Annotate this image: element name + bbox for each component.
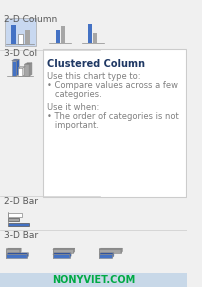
- Bar: [24, 64, 29, 76]
- Text: Use it when:: Use it when:: [47, 103, 100, 112]
- Text: 3-D Bar: 3-D Bar: [4, 231, 38, 240]
- Text: categories.: categories.: [47, 90, 102, 99]
- Polygon shape: [24, 63, 32, 64]
- Text: 2-D Column: 2-D Column: [4, 15, 57, 24]
- Polygon shape: [70, 253, 71, 257]
- Bar: [99, 250, 121, 253]
- Bar: [5, 18, 36, 46]
- Polygon shape: [20, 248, 21, 253]
- Polygon shape: [16, 59, 19, 76]
- Bar: [61, 26, 65, 43]
- Bar: [8, 213, 22, 217]
- Text: Clustered Column: Clustered Column: [47, 59, 145, 69]
- FancyBboxPatch shape: [43, 49, 186, 197]
- Polygon shape: [121, 248, 122, 253]
- Polygon shape: [12, 59, 19, 61]
- Bar: [11, 25, 16, 44]
- Bar: [56, 30, 60, 43]
- Text: Use this chart type to:: Use this chart type to:: [47, 72, 141, 81]
- Text: important.: important.: [47, 121, 99, 130]
- Bar: [6, 254, 27, 257]
- Polygon shape: [18, 66, 25, 68]
- Text: • The order of categories is not: • The order of categories is not: [47, 112, 179, 121]
- Bar: [18, 68, 23, 76]
- Bar: [88, 24, 92, 43]
- Bar: [8, 218, 19, 222]
- Bar: [6, 250, 20, 253]
- Text: NONYVIET.COM: NONYVIET.COM: [52, 275, 135, 285]
- Bar: [53, 254, 70, 257]
- Polygon shape: [113, 253, 114, 257]
- Polygon shape: [73, 248, 75, 253]
- Bar: [93, 33, 97, 43]
- Bar: [0, 47, 100, 84]
- Polygon shape: [99, 248, 122, 250]
- Text: 2-D Bar: 2-D Bar: [4, 197, 38, 206]
- Polygon shape: [27, 253, 28, 257]
- Polygon shape: [6, 253, 28, 254]
- Polygon shape: [6, 248, 21, 250]
- Polygon shape: [53, 248, 75, 250]
- Polygon shape: [99, 253, 114, 254]
- Bar: [0, 273, 187, 287]
- Text: • Compare values across a few: • Compare values across a few: [47, 81, 178, 90]
- Bar: [99, 254, 113, 257]
- Polygon shape: [29, 63, 32, 76]
- Text: 3-D Col: 3-D Col: [4, 49, 37, 58]
- Bar: [12, 61, 16, 76]
- Bar: [18, 34, 23, 44]
- Bar: [53, 250, 73, 253]
- Polygon shape: [23, 66, 25, 76]
- Polygon shape: [53, 253, 71, 254]
- Bar: [25, 30, 30, 44]
- Bar: [8, 223, 29, 226]
